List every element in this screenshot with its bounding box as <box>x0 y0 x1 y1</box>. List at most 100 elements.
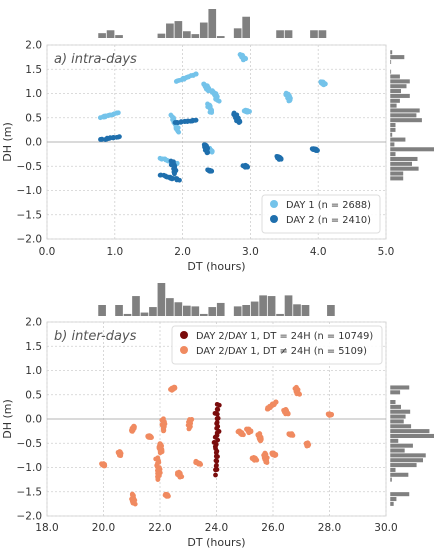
top-histogram-bar <box>174 302 183 316</box>
top-histogram-bar <box>115 35 123 38</box>
y-tick-label: 1.0 <box>25 88 42 100</box>
top-histogram-bar <box>191 306 200 316</box>
data-point <box>204 150 210 156</box>
top-histogram-bar <box>242 305 250 316</box>
right-histogram-bar <box>390 98 400 103</box>
top-histogram-bar <box>250 301 259 316</box>
data-point <box>198 462 204 467</box>
x-axis-label: DT (hours) <box>187 536 245 549</box>
panel-intra-days: 0.0 1.0 2.0 3.0 4.0 5.0 −2.0 −1.5 −1.0 −0.5 0.0 0.5… <box>1 9 434 273</box>
data-point <box>213 463 219 469</box>
data-point <box>118 453 124 459</box>
top-histogram-bar <box>216 36 225 38</box>
data-point <box>189 417 195 422</box>
right-histogram-bar <box>390 156 418 161</box>
right-histogram-bar <box>390 79 410 84</box>
y-tick-label: −1.5 <box>17 209 43 221</box>
y-tick-label: 0.0 <box>25 137 42 149</box>
right-histogram-bar <box>390 55 405 60</box>
top-histogram-bar <box>132 296 140 316</box>
x-tick-label: 0.0 <box>39 246 56 258</box>
x-tick-label: 3.0 <box>242 246 259 258</box>
data-point <box>240 57 246 63</box>
right-histogram-bar <box>390 69 392 74</box>
data-point <box>206 88 211 94</box>
data-point <box>215 454 220 459</box>
data-point <box>213 446 218 451</box>
panel-title: b) inter-days <box>54 329 137 344</box>
top-histogram-bar <box>284 30 293 38</box>
y-tick-label: −2.0 <box>17 234 43 246</box>
right-histogram-bar <box>390 390 401 395</box>
right-histogram-bar <box>390 118 422 123</box>
y-axis-label: DH (m) <box>1 122 14 162</box>
top-histogram-bar <box>157 33 166 38</box>
top-histogram-bar <box>166 23 174 38</box>
top-histogram-bar <box>106 30 115 38</box>
panel-title: a) intra-days <box>54 52 137 67</box>
top-histogram-bar <box>276 313 284 316</box>
right-histogram-bar <box>390 492 410 497</box>
data-point <box>257 438 263 444</box>
data-point <box>264 460 270 465</box>
right-histogram-bar <box>390 467 396 472</box>
data-point <box>161 428 166 434</box>
data-point <box>209 110 215 115</box>
data-point <box>215 424 221 429</box>
legend-marker <box>180 331 188 339</box>
data-point <box>171 384 177 390</box>
data-point <box>216 98 222 104</box>
x-tick-label: 30.0 <box>374 522 397 534</box>
data-point <box>208 168 214 174</box>
top-histogram-bar <box>115 305 123 316</box>
series-1 <box>99 384 334 507</box>
top-histogram-bar <box>310 30 318 38</box>
data-point <box>273 399 279 405</box>
right-histogram-bar <box>390 443 413 448</box>
data-point <box>246 430 252 436</box>
right-histogram-bar <box>390 433 434 438</box>
data-point <box>178 474 184 480</box>
x-tick-label: 26.0 <box>261 522 284 534</box>
y-tick-label: −1.5 <box>17 486 43 498</box>
data-point <box>214 411 220 417</box>
series-1 <box>98 110 320 183</box>
right-histogram-bar <box>390 123 396 128</box>
right-histogram-bar <box>390 59 392 64</box>
top-histogram-bar <box>183 31 191 38</box>
data-point <box>213 472 218 478</box>
top-histogram-bar <box>157 283 166 316</box>
data-point <box>174 120 180 125</box>
data-point <box>114 110 120 116</box>
top-histogram-bar <box>233 306 242 316</box>
data-point <box>327 413 332 418</box>
legend-label: DAY 1 (n = 2688) <box>286 200 371 211</box>
x-tick-label: 2.0 <box>174 246 191 258</box>
right-histogram-bar <box>390 113 417 118</box>
right-histogram-bar <box>390 152 396 157</box>
legend: DAY 2/DAY 1, DT = 24H (n = 10749) DAY 2/D… <box>171 325 383 365</box>
right-histogram-bar <box>390 108 420 113</box>
data-point <box>216 402 222 408</box>
top-histogram-bar <box>208 9 217 38</box>
data-point <box>132 501 138 507</box>
legend-label: DAY 2/DAY 1, DT = 24H (n = 10749) <box>196 331 373 342</box>
legend-marker <box>270 215 278 223</box>
data-point <box>286 98 292 104</box>
right-histogram-bar <box>390 400 396 405</box>
right-histogram-bar <box>390 463 417 468</box>
data-point <box>155 477 161 482</box>
right-histogram-bar <box>390 89 401 94</box>
data-point <box>321 82 327 88</box>
right-histogram-bar <box>390 127 396 132</box>
data-point <box>149 435 154 440</box>
top-histogram-bar <box>216 302 225 316</box>
top-histogram-bar <box>191 34 200 38</box>
right-histogram-bar <box>390 103 397 108</box>
top-histogram-bar <box>199 313 208 316</box>
y-tick-label: −1.0 <box>17 462 43 474</box>
right-histogram-bar <box>390 429 430 434</box>
top-histogram-bar <box>199 22 208 38</box>
right-histogram-bar <box>390 419 404 424</box>
right-histogram-bar <box>390 166 419 171</box>
